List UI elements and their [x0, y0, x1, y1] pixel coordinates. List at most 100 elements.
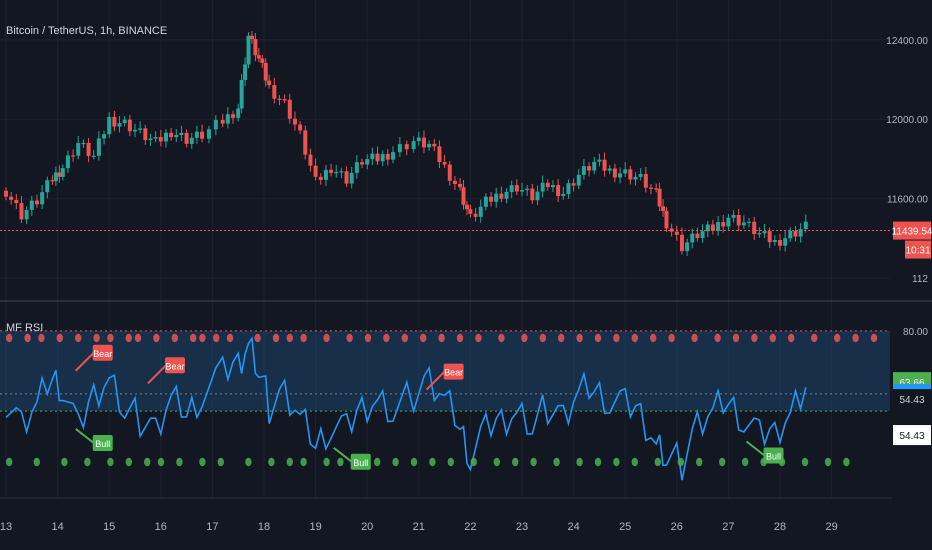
candle-body [303, 130, 308, 155]
candle-body [793, 230, 798, 237]
candle-body [473, 213, 478, 217]
candle-body [253, 38, 258, 56]
candle-body [736, 214, 741, 226]
time-axis-label: 17 [206, 521, 218, 533]
price-axis-tick: 112 [912, 274, 928, 285]
bull-dot [719, 457, 726, 467]
candle-body [86, 142, 91, 156]
bull-signal-connector [333, 447, 353, 463]
time-axis-label: 20 [361, 521, 373, 533]
candle-body [643, 174, 648, 188]
candle-body [133, 129, 137, 132]
bear-dot [213, 333, 220, 343]
rsi-value-badge [893, 425, 931, 446]
candle-body [411, 141, 416, 150]
candle-body [29, 200, 34, 210]
time-axis-label: 23 [516, 521, 528, 533]
candle-body [267, 80, 272, 86]
candle-body [370, 153, 375, 160]
candle-body [287, 99, 292, 119]
candle-body [638, 174, 643, 177]
bull-dot [493, 457, 500, 467]
bear-dot [613, 333, 620, 343]
candle-body [127, 119, 132, 132]
bear-dot [6, 333, 13, 343]
time-axis-label: 25 [619, 521, 631, 533]
bear-dot [346, 333, 353, 343]
candle-body [380, 153, 385, 162]
price-axis-tick: 12000.00 [886, 115, 928, 126]
rsi-value-label: 54.43 [899, 395, 924, 406]
price-axis[interactable]: 12400.00 12000.00 11600.00 112 11439.54 10:31 [886, 0, 932, 300]
rsi-value-label: 63.66 [899, 378, 924, 389]
indicator-title: MF RSI [6, 322, 43, 334]
candle-body [561, 193, 566, 197]
candle-body [550, 185, 555, 188]
bear-dot [364, 333, 372, 343]
bear-dot [383, 333, 390, 343]
bear-dot [576, 333, 583, 343]
candle-body [597, 159, 602, 162]
bull-dot [217, 457, 224, 467]
candle-body [721, 222, 726, 227]
candle-body [243, 64, 248, 80]
bull-dot [176, 457, 183, 467]
candle-body [169, 132, 174, 138]
bear-dot [498, 333, 505, 343]
candle-body [24, 209, 29, 220]
candle-body [592, 161, 597, 171]
candle-body [489, 196, 494, 202]
bull-dot [553, 457, 560, 467]
candle-body [102, 134, 107, 139]
countdown-badge [905, 240, 931, 259]
candle-body [256, 55, 261, 59]
candle-body [757, 233, 762, 235]
bear-signal-connector [147, 364, 167, 385]
rsi-value-label: 54.43 [899, 431, 924, 442]
candle-body [437, 146, 442, 163]
bear-dot [226, 333, 234, 343]
candle-body [263, 62, 268, 81]
bear-dot [190, 333, 197, 343]
candle-body [427, 143, 432, 148]
bull-dot [245, 457, 252, 467]
candle-body [375, 153, 380, 162]
candle-body [762, 231, 767, 234]
countdown-label: 10:31 [905, 246, 930, 257]
candle-body [292, 118, 297, 125]
candle-body [452, 180, 457, 184]
time-axis[interactable]: 13 14 15 16 17 18 19 20 21 22 23 24 25 26 27 28 29 [0, 521, 838, 533]
bull-dot [286, 457, 293, 467]
candle-body [461, 187, 466, 205]
candle-body [360, 162, 365, 165]
bear-dot [631, 333, 638, 343]
candle-body [788, 230, 793, 239]
bear-signal-flag [164, 357, 185, 374]
bear-signal-label: Bear [444, 368, 463, 378]
time-axis-label: 29 [825, 521, 837, 533]
candle-body [65, 155, 70, 169]
bear-dot [420, 333, 427, 343]
bull-dot [742, 457, 749, 467]
bear-signal-label: Bear [165, 361, 184, 371]
bull-dot [801, 457, 809, 467]
candle-body [416, 137, 421, 142]
bear-dot [272, 333, 280, 343]
candle-body [239, 79, 244, 109]
bear-dot [401, 333, 408, 343]
bull-dot [300, 457, 307, 467]
candle-body [464, 204, 469, 210]
bear-signal-flag [443, 363, 464, 380]
candle-body [308, 154, 313, 166]
bull-dot [323, 457, 330, 467]
bull-dot [107, 457, 114, 467]
candle-body [695, 233, 700, 239]
candle-body [313, 165, 318, 177]
bull-dot [696, 457, 703, 467]
time-axis-label: 21 [413, 521, 425, 533]
bear-dot [438, 333, 445, 343]
bull-dot [374, 457, 381, 467]
bear-dot [199, 333, 206, 343]
